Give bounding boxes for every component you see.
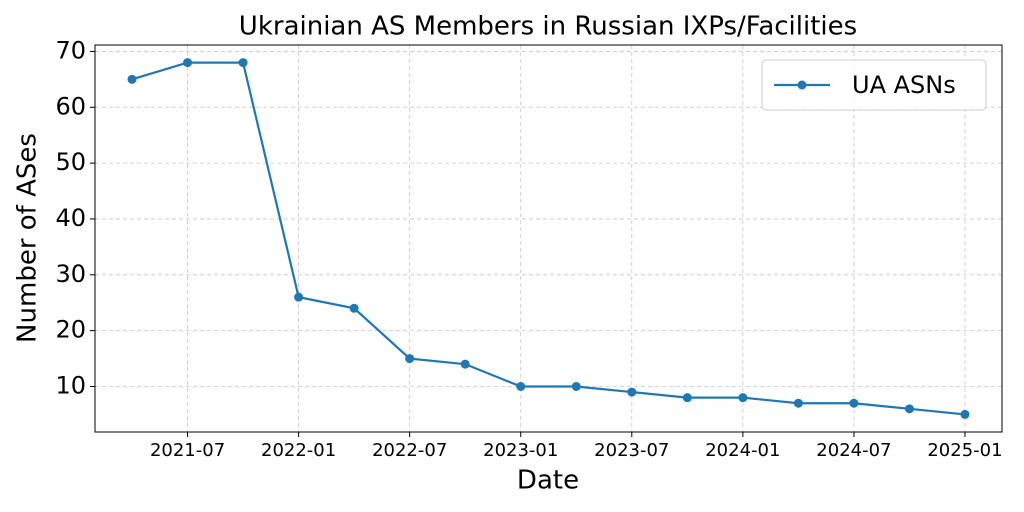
x-tick-label: 2025-01 (927, 440, 1002, 461)
x-tick-label: 2024-07 (816, 440, 891, 461)
data-point (405, 354, 415, 364)
data-point (960, 409, 970, 419)
x-tick-label: 2021-07 (150, 440, 225, 461)
data-point (349, 303, 359, 313)
legend-box (761, 59, 987, 111)
y-tick-label: 20 (55, 316, 86, 344)
x-axis-label: Date (517, 466, 579, 496)
y-axis-label: Number of ASes (13, 133, 43, 343)
y-tick-label: 60 (55, 92, 86, 120)
data-point (127, 74, 137, 84)
data-line (131, 61, 966, 416)
y-tick-label: 70 (55, 36, 86, 64)
data-point (682, 393, 692, 403)
x-tick-label: 2022-01 (261, 440, 336, 461)
legend-marker (797, 80, 807, 90)
y-tick-label: 10 (55, 371, 86, 399)
data-point (849, 398, 859, 408)
plot-frame (94, 44, 1003, 433)
x-tick-label: 2023-07 (594, 440, 669, 461)
y-tick-label: 30 (55, 260, 86, 288)
chart-title: Ukrainian AS Members in Russian IXPs/Fac… (239, 12, 857, 42)
data-point (904, 404, 914, 414)
data-point (460, 359, 470, 369)
legend-label: UA ASNs (852, 71, 956, 99)
y-tick-label: 50 (55, 148, 86, 176)
x-tick-label: 2024-01 (705, 440, 780, 461)
data-point (238, 58, 248, 68)
data-point (183, 58, 193, 68)
data-point (738, 393, 748, 403)
data-point (294, 292, 304, 302)
data-point (571, 381, 581, 391)
data-point (793, 398, 803, 408)
data-point (627, 387, 637, 397)
y-tick-label: 40 (55, 204, 86, 232)
x-tick-label: 2022-07 (372, 440, 447, 461)
x-tick-label: 2023-01 (483, 440, 558, 461)
data-point (516, 381, 526, 391)
